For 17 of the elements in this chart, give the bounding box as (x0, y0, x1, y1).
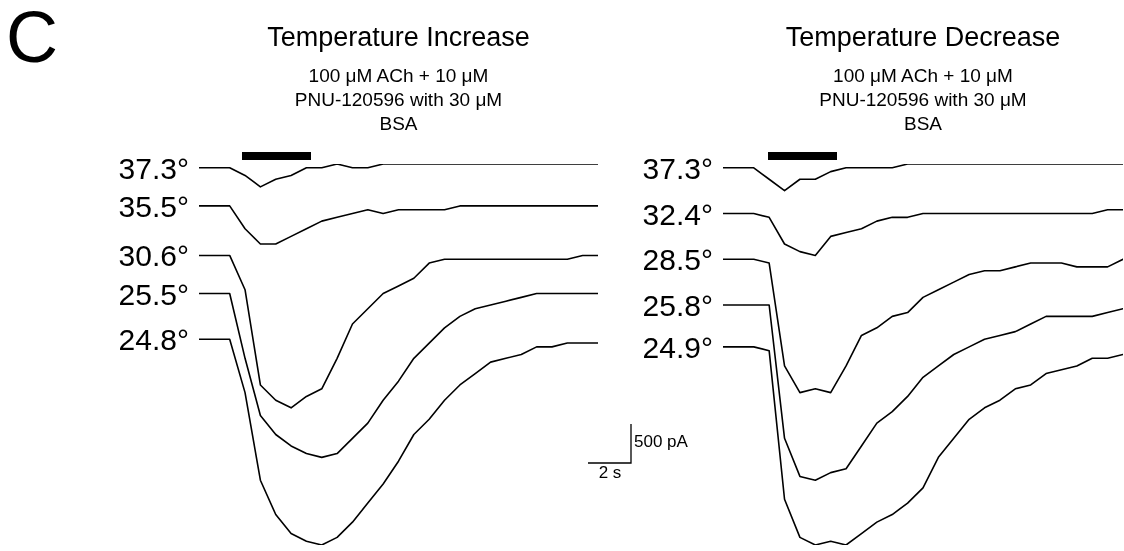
series-label: 28.5° (642, 243, 713, 277)
legend-label: 37.3° (118, 151, 189, 185)
series-label: 30.6° (118, 239, 189, 273)
text: C (6, 0, 58, 78)
chart-subtitle: 100 μM ACh + 10 μM PNU-120596 with 30 μM BSA (293, 64, 504, 136)
chart-subtitle: 100 μM ACh + 10 μM PNU-120596 with 30 μM BSA (818, 64, 1028, 136)
series-label: 35.5° (118, 189, 189, 223)
chart-title: Temperature Decrease (784, 22, 1062, 53)
series-label: 25.8° (642, 288, 713, 322)
text: 500 pA (634, 432, 688, 452)
legend-label: 37.3° (642, 151, 713, 185)
series-label: 24.9° (642, 330, 713, 364)
annotation: 2 s (597, 463, 623, 483)
chart-title: Temperature Increase (266, 22, 531, 53)
series-label: 32.4° (642, 197, 713, 231)
series-label: 25.5° (118, 277, 189, 311)
series-label: 24.8° (118, 323, 189, 357)
